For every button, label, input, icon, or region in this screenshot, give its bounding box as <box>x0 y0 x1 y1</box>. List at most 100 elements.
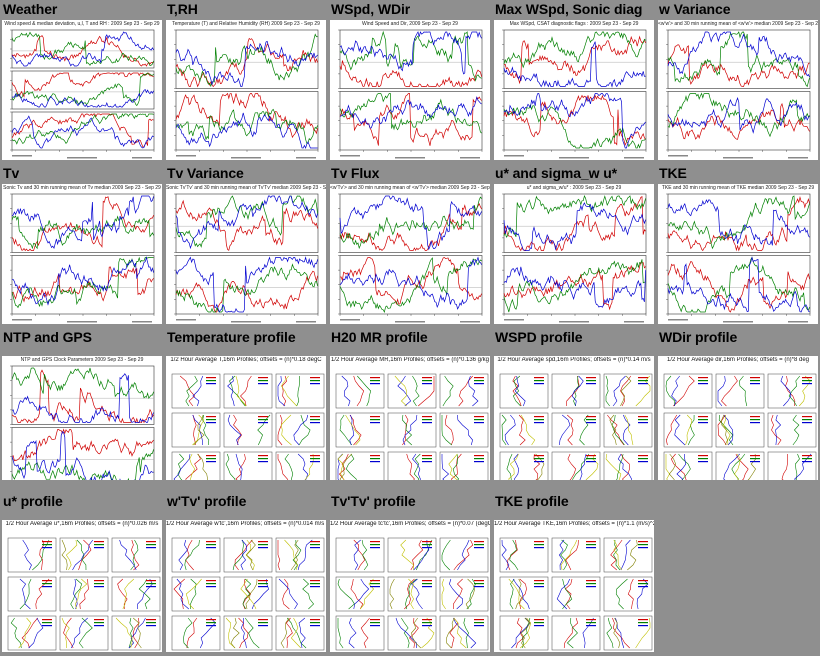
tile-title: Weather <box>3 1 58 17</box>
footer-text-mark <box>668 155 688 157</box>
plot-caption: Wind Speed and Dir, 2009 Sep 23 - Sep 29 <box>362 21 458 27</box>
plot-image <box>335 537 489 651</box>
plot-link-w-variance[interactable]: w Variance <w'w'> and 30 min running mean… <box>656 0 820 164</box>
plot-thumbnail[interactable]: <w'w'> and 30 min running mean of <w'w'>… <box>658 20 818 160</box>
plot-thumbnail[interactable]: TKE and 30 min running mean of TKE media… <box>658 184 818 324</box>
profile-subplot <box>551 537 601 573</box>
plot-link-tke-profile[interactable]: TKE profile 1/2 Hour Average TKE,16m Prof… <box>492 492 656 656</box>
plot-tile-wdir-profile: WDir profile 1/2 Hour Average dir,16m Pro… <box>656 328 820 492</box>
profile-subplot <box>171 537 221 573</box>
tile-title: WDir profile <box>659 329 738 345</box>
plot-panel-1 <box>338 193 483 253</box>
plot-caption: 1/2 Hour Average dir,16m Profiles; offse… <box>666 357 810 363</box>
profile-subplot <box>603 615 653 651</box>
plot-thumbnail[interactable]: 1/2 Hour Average u*,16m Profiles; offset… <box>2 520 162 652</box>
plot-thumbnail[interactable]: Wind speed & median deviation, u,l, T an… <box>2 20 162 160</box>
profile-subplot <box>499 451 549 480</box>
tile-title: NTP and GPS <box>3 329 92 345</box>
profile-subplot <box>7 537 57 573</box>
plot-thumbnail[interactable]: 1/2 Hour Average MR,16m Profiles; offset… <box>330 356 490 480</box>
plot-thumbnail[interactable]: Wind Speed and Dir, 2009 Sep 23 - Sep 29 <box>330 20 490 160</box>
plot-thumbnail[interactable]: Temperature (T) and Relative Humidity (R… <box>166 20 326 160</box>
plot-link-wdir-profile[interactable]: WDir profile 1/2 Hour Average dir,16m Pro… <box>656 328 820 492</box>
plot-panel-2 <box>174 91 319 151</box>
plot-panel-2 <box>10 70 155 110</box>
plot-thumbnail[interactable]: Sonic Tv'Tv' and 30 min running mean of … <box>166 184 326 324</box>
plot-thumbnail[interactable]: 1/2 Hour Average spd,16m Profiles; offse… <box>494 356 654 480</box>
tile-title: u* profile <box>3 493 63 509</box>
plot-link-u-profile[interactable]: u* profile 1/2 Hour Average u*,16m Profil… <box>0 492 164 656</box>
plot-panel-2 <box>666 91 811 151</box>
profile-subplot <box>499 412 549 448</box>
plot-tile-h20-mr-profile: H20 MR profile 1/2 Hour Average MR,16m Pr… <box>328 328 492 492</box>
profile-subplot <box>59 576 109 612</box>
plot-thumbnail[interactable]: 1/2 Hour Average TKE,16m Profiles; offse… <box>494 520 654 652</box>
plot-link-wspd-wdir[interactable]: WSpd, WDir Wind Speed and Dir, 2009 Sep 2… <box>328 0 492 164</box>
plot-link-w-tv-profile[interactable]: w'Tv' profile 1/2 Hour Average w'tc',16m … <box>164 492 328 656</box>
plot-tile-tv-tv-profile: Tv'Tv' profile 1/2 Hour Average tc'tc',16… <box>328 492 492 656</box>
profile-subplot <box>499 615 549 651</box>
plot-link-tv[interactable]: Tv Sonic Tv and 30 min running mean of Tv… <box>0 164 164 328</box>
plot-panel-1 <box>10 193 155 253</box>
plot-link-wspd-profile[interactable]: WSPD profile 1/2 Hour Average spd,16m Pro… <box>492 328 656 492</box>
plot-link-tke[interactable]: TKE TKE and 30 min running mean of TKE me… <box>656 164 820 328</box>
footer-text-mark <box>395 321 425 323</box>
tile-title: Tv <box>3 165 20 181</box>
tile-title: Tv'Tv' profile <box>331 493 416 509</box>
profile-subplot <box>551 576 601 612</box>
plot-panel-2 <box>502 255 647 315</box>
plot-link-u-and-sigma-w-u[interactable]: u* and sigma_w u* u* and sigma_w/u* : 200… <box>492 164 656 328</box>
plot-thumbnail[interactable]: 1/2 Hour Average w'tc',16m Profiles; off… <box>166 520 326 652</box>
plot-tile-t-rh: T,RH Temperature (T) and Relative Humidit… <box>164 0 328 164</box>
footer-text-mark <box>460 321 480 323</box>
footer-text-mark <box>176 155 196 157</box>
plot-image <box>666 193 811 323</box>
plot-panel-1 <box>174 193 319 253</box>
plot-thumbnail[interactable]: NTP and GPS Clock Parameters 2009 Sep 23… <box>2 356 162 480</box>
plot-image <box>10 365 155 480</box>
profile-subplot <box>387 373 437 409</box>
plot-thumbnail[interactable]: Max WSpd, CSAT diagnostic flags : 2009 S… <box>494 20 654 160</box>
profile-subplot <box>499 537 549 573</box>
plot-link-ntp-and-gps[interactable]: NTP and GPS NTP and GPS Clock Parameters … <box>0 328 164 492</box>
plot-link-weather[interactable]: Weather Wind speed & median deviation, u,… <box>0 0 164 164</box>
plot-image <box>338 193 483 323</box>
plot-link-tv-variance[interactable]: Tv Variance Sonic Tv'Tv' and 30 min runni… <box>164 164 328 328</box>
plot-tile-tv: Tv Sonic Tv and 30 min running mean of Tv… <box>0 164 164 328</box>
profile-subplot <box>387 451 437 480</box>
plot-thumbnail[interactable]: u* and sigma_w/u* : 2009 Sep 23 - Sep 29 <box>494 184 654 324</box>
plot-thumbnail[interactable]: Sonic Tv and 30 min running mean of Tv m… <box>2 184 162 324</box>
plot-caption: Wind speed & median deviation, u,l, T an… <box>4 21 160 27</box>
plot-thumbnail[interactable]: <w'Tv'> and 30 min running mean of <w'Tv… <box>330 184 490 324</box>
footer-text-mark <box>132 321 152 323</box>
plot-thumbnail[interactable]: 1/2 Hour Average tc'tc',16m Profiles; of… <box>330 520 490 652</box>
plot-caption: 1/2 Hour Average u*,16m Profiles; offset… <box>5 521 159 527</box>
profile-subplot <box>499 373 549 409</box>
plot-caption: 1/2 Hour Average w'tc',16m Profiles; off… <box>166 521 326 527</box>
profile-subplot <box>663 412 713 448</box>
plot-link-h20-mr-profile[interactable]: H20 MR profile 1/2 Hour Average MR,16m Pr… <box>328 328 492 492</box>
footer-text-mark <box>624 321 644 323</box>
plot-link-temperature-profile[interactable]: Temperature profile 1/2 Hour Average T,16… <box>164 328 328 492</box>
profile-subplot <box>603 537 653 573</box>
plot-link-max-wspd-sonic-diag[interactable]: Max WSpd, Sonic diag Max WSpd, CSAT diagn… <box>492 0 656 164</box>
footer-text-mark <box>340 155 360 157</box>
plot-thumbnail[interactable]: 1/2 Hour Average dir,16m Profiles; offse… <box>658 356 818 480</box>
profile-subplot <box>223 615 273 651</box>
plot-link-t-rh[interactable]: T,RH Temperature (T) and Relative Humidit… <box>164 0 328 164</box>
profile-subplot <box>171 615 221 651</box>
plot-panel-2 <box>502 91 647 151</box>
profile-subplot <box>59 537 109 573</box>
plot-caption: 1/2 Hour Average MR,16m Profiles; offset… <box>330 357 490 363</box>
plot-thumbnail[interactable]: 1/2 Hour Average T,16m Profiles; offsets… <box>166 356 326 480</box>
profile-subplot <box>439 615 489 651</box>
plot-panel-1 <box>338 29 483 89</box>
plot-panel-2 <box>10 255 155 315</box>
plot-link-tv-flux[interactable]: Tv Flux <w'Tv'> and 30 min running mean o… <box>328 164 492 328</box>
footer-text-mark <box>559 321 589 323</box>
plot-link-tv-tv-profile[interactable]: Tv'Tv' profile 1/2 Hour Average tc'tc',16… <box>328 492 492 656</box>
plot-panel-1 <box>666 193 811 253</box>
profile-subplot <box>335 373 385 409</box>
profile-subplot <box>223 373 273 409</box>
